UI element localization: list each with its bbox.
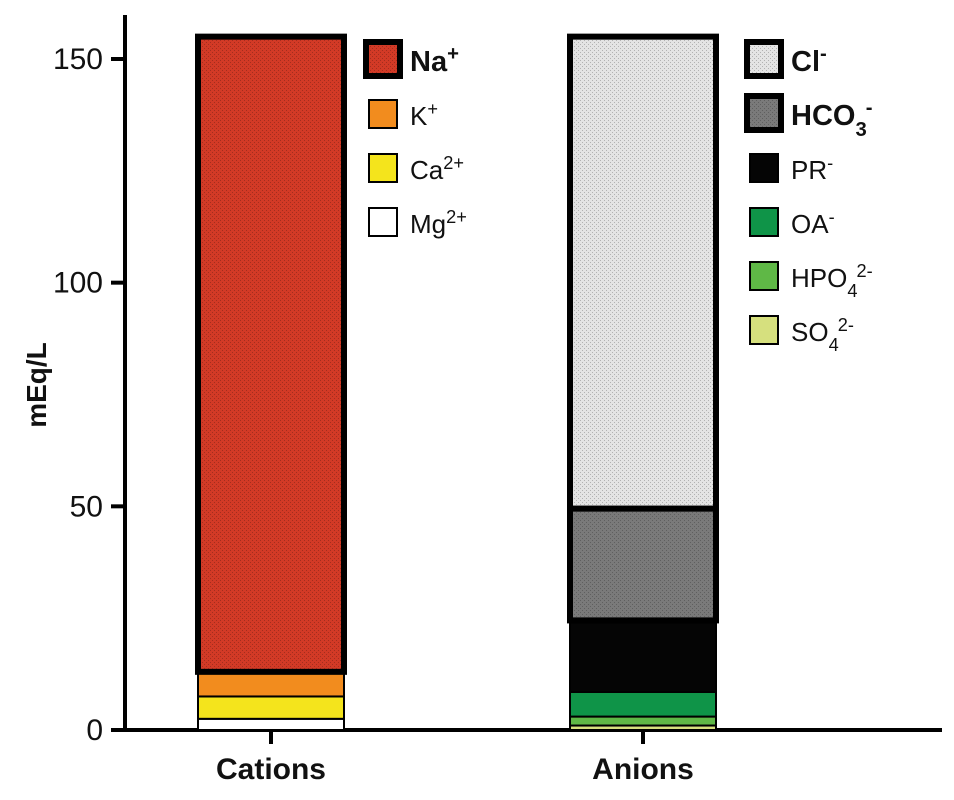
legend-swatch-hpo42 bbox=[749, 261, 779, 291]
legend-swatch-so42 bbox=[749, 315, 779, 345]
legend-label-cl: Cl- bbox=[791, 43, 827, 78]
legend-label-oa: OA- bbox=[791, 207, 835, 239]
legend-swatch-oa bbox=[749, 207, 779, 237]
bar-segment-cations-mg2 bbox=[197, 717, 345, 731]
bar-segment-anions-oa bbox=[569, 690, 717, 718]
y-tick-label-0: 0 bbox=[86, 714, 103, 747]
x-tick-label-anions: Anions bbox=[592, 753, 694, 786]
bar-segment-outline-anions-cl bbox=[567, 33, 719, 512]
bar-segment-outline-cations-na bbox=[195, 33, 347, 675]
legend-swatch-mg2 bbox=[368, 207, 398, 237]
bar-segment-anions-hpo42 bbox=[569, 715, 717, 727]
y-tick-label-50: 50 bbox=[70, 490, 103, 523]
bar-segment-cations-k bbox=[197, 670, 345, 698]
legend-label-na: Na+ bbox=[410, 43, 459, 78]
y-tick-label-100: 100 bbox=[53, 267, 103, 300]
legend-label-hco3: HCO3- bbox=[791, 97, 873, 141]
bar-segment-cations-ca2 bbox=[197, 695, 345, 720]
chart-legends: Na+ K+ Ca2+ Mg2+ Cl- HCO3- PR- OA- HPO42- SO42- bbox=[363, 39, 873, 355]
bar-segment-outline-anions-hco3 bbox=[567, 505, 719, 624]
legend-swatch-k bbox=[368, 99, 398, 129]
legend-swatch-ca2 bbox=[368, 153, 398, 183]
legend-label-k: K+ bbox=[410, 99, 438, 131]
legend-label-hpo42: HPO42- bbox=[791, 261, 873, 301]
legend-label-ca2: Ca2+ bbox=[410, 153, 464, 185]
legend-swatch-texture-hco3 bbox=[747, 96, 781, 130]
y-axis-label: mEq/L bbox=[21, 342, 52, 428]
x-tick-label-cations: Cations bbox=[216, 753, 326, 786]
y-tick-label-150: 150 bbox=[53, 43, 103, 76]
bar-segment-anions-pr bbox=[569, 619, 717, 693]
legend-swatch-texture-cl bbox=[747, 42, 781, 76]
legend-swatch-pr bbox=[749, 153, 779, 183]
legend-label-so42: SO42- bbox=[791, 315, 854, 355]
legend-label-mg2: Mg2+ bbox=[410, 207, 467, 239]
legend-swatch-texture-na bbox=[366, 42, 400, 76]
chart-bars bbox=[195, 33, 719, 732]
legend-label-pr: PR- bbox=[791, 153, 833, 185]
